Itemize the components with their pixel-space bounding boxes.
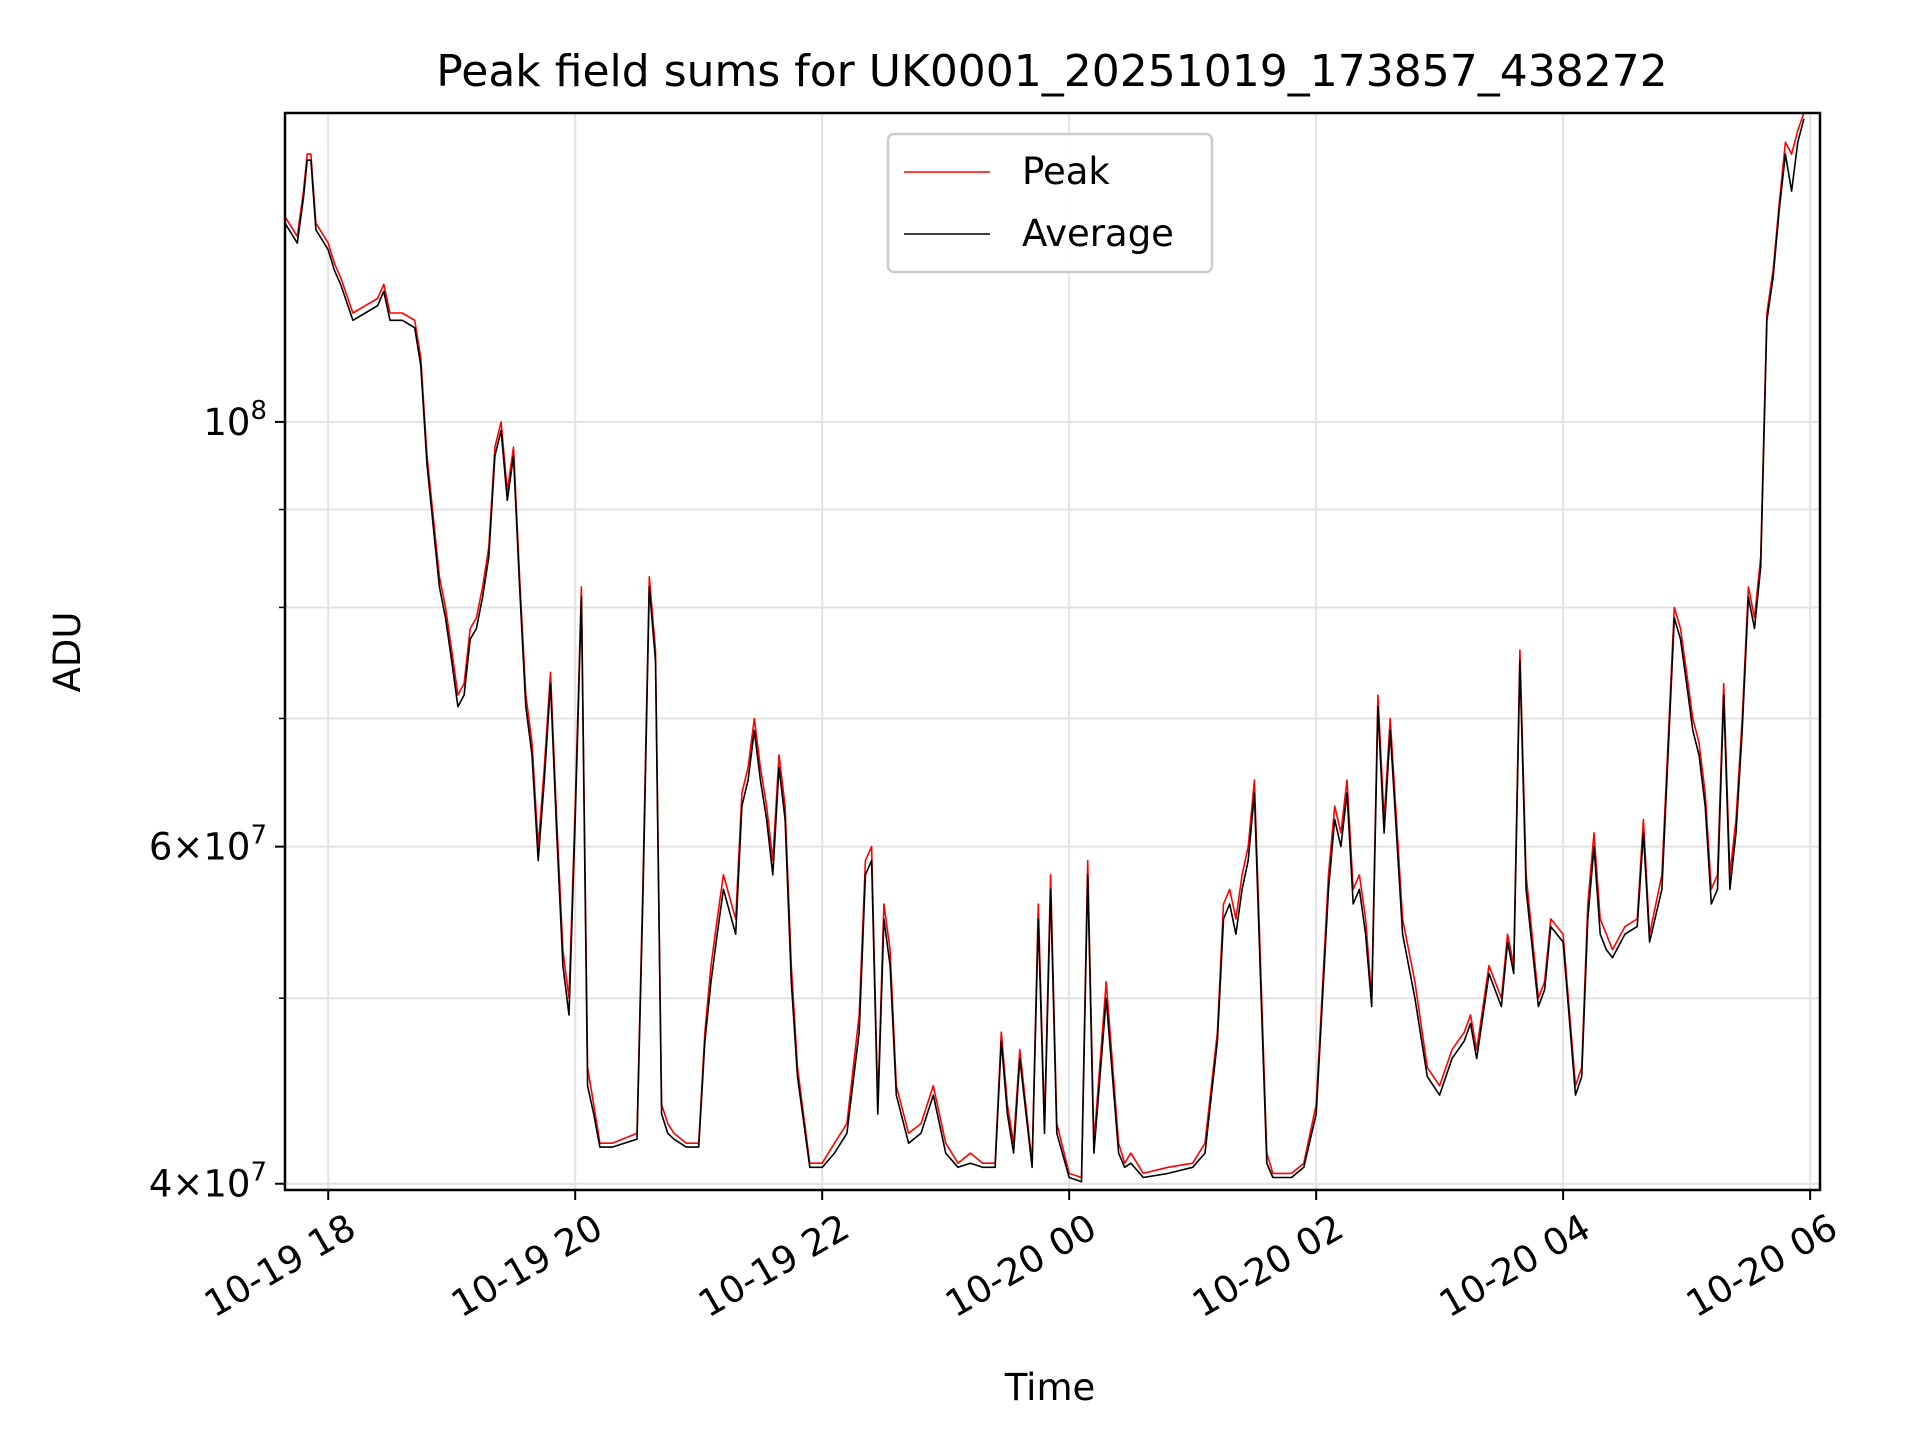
- y-axis-label: ADU: [46, 612, 89, 693]
- legend: Peak Average: [886, 132, 1214, 274]
- grid: [285, 113, 1820, 1190]
- legend-box: [886, 132, 1214, 274]
- y-tick-label: 6×107: [149, 821, 267, 869]
- y-axis: 4×107 6×107 108: [149, 396, 285, 1206]
- legend-label-average: Average: [1022, 212, 1174, 255]
- y-tick-label: 108: [203, 396, 267, 444]
- chart-title: Peak field sums for UK0001_20251019_1738…: [436, 46, 1667, 97]
- series-line-average: [284, 118, 1805, 1183]
- plot-area-frame: [283, 111, 1822, 1192]
- legend-label-peak: Peak: [1022, 150, 1110, 193]
- y-tick-label: 4×107: [149, 1158, 267, 1206]
- x-axis-label: Time: [1004, 1366, 1096, 1409]
- series-lines: [284, 112, 1805, 1183]
